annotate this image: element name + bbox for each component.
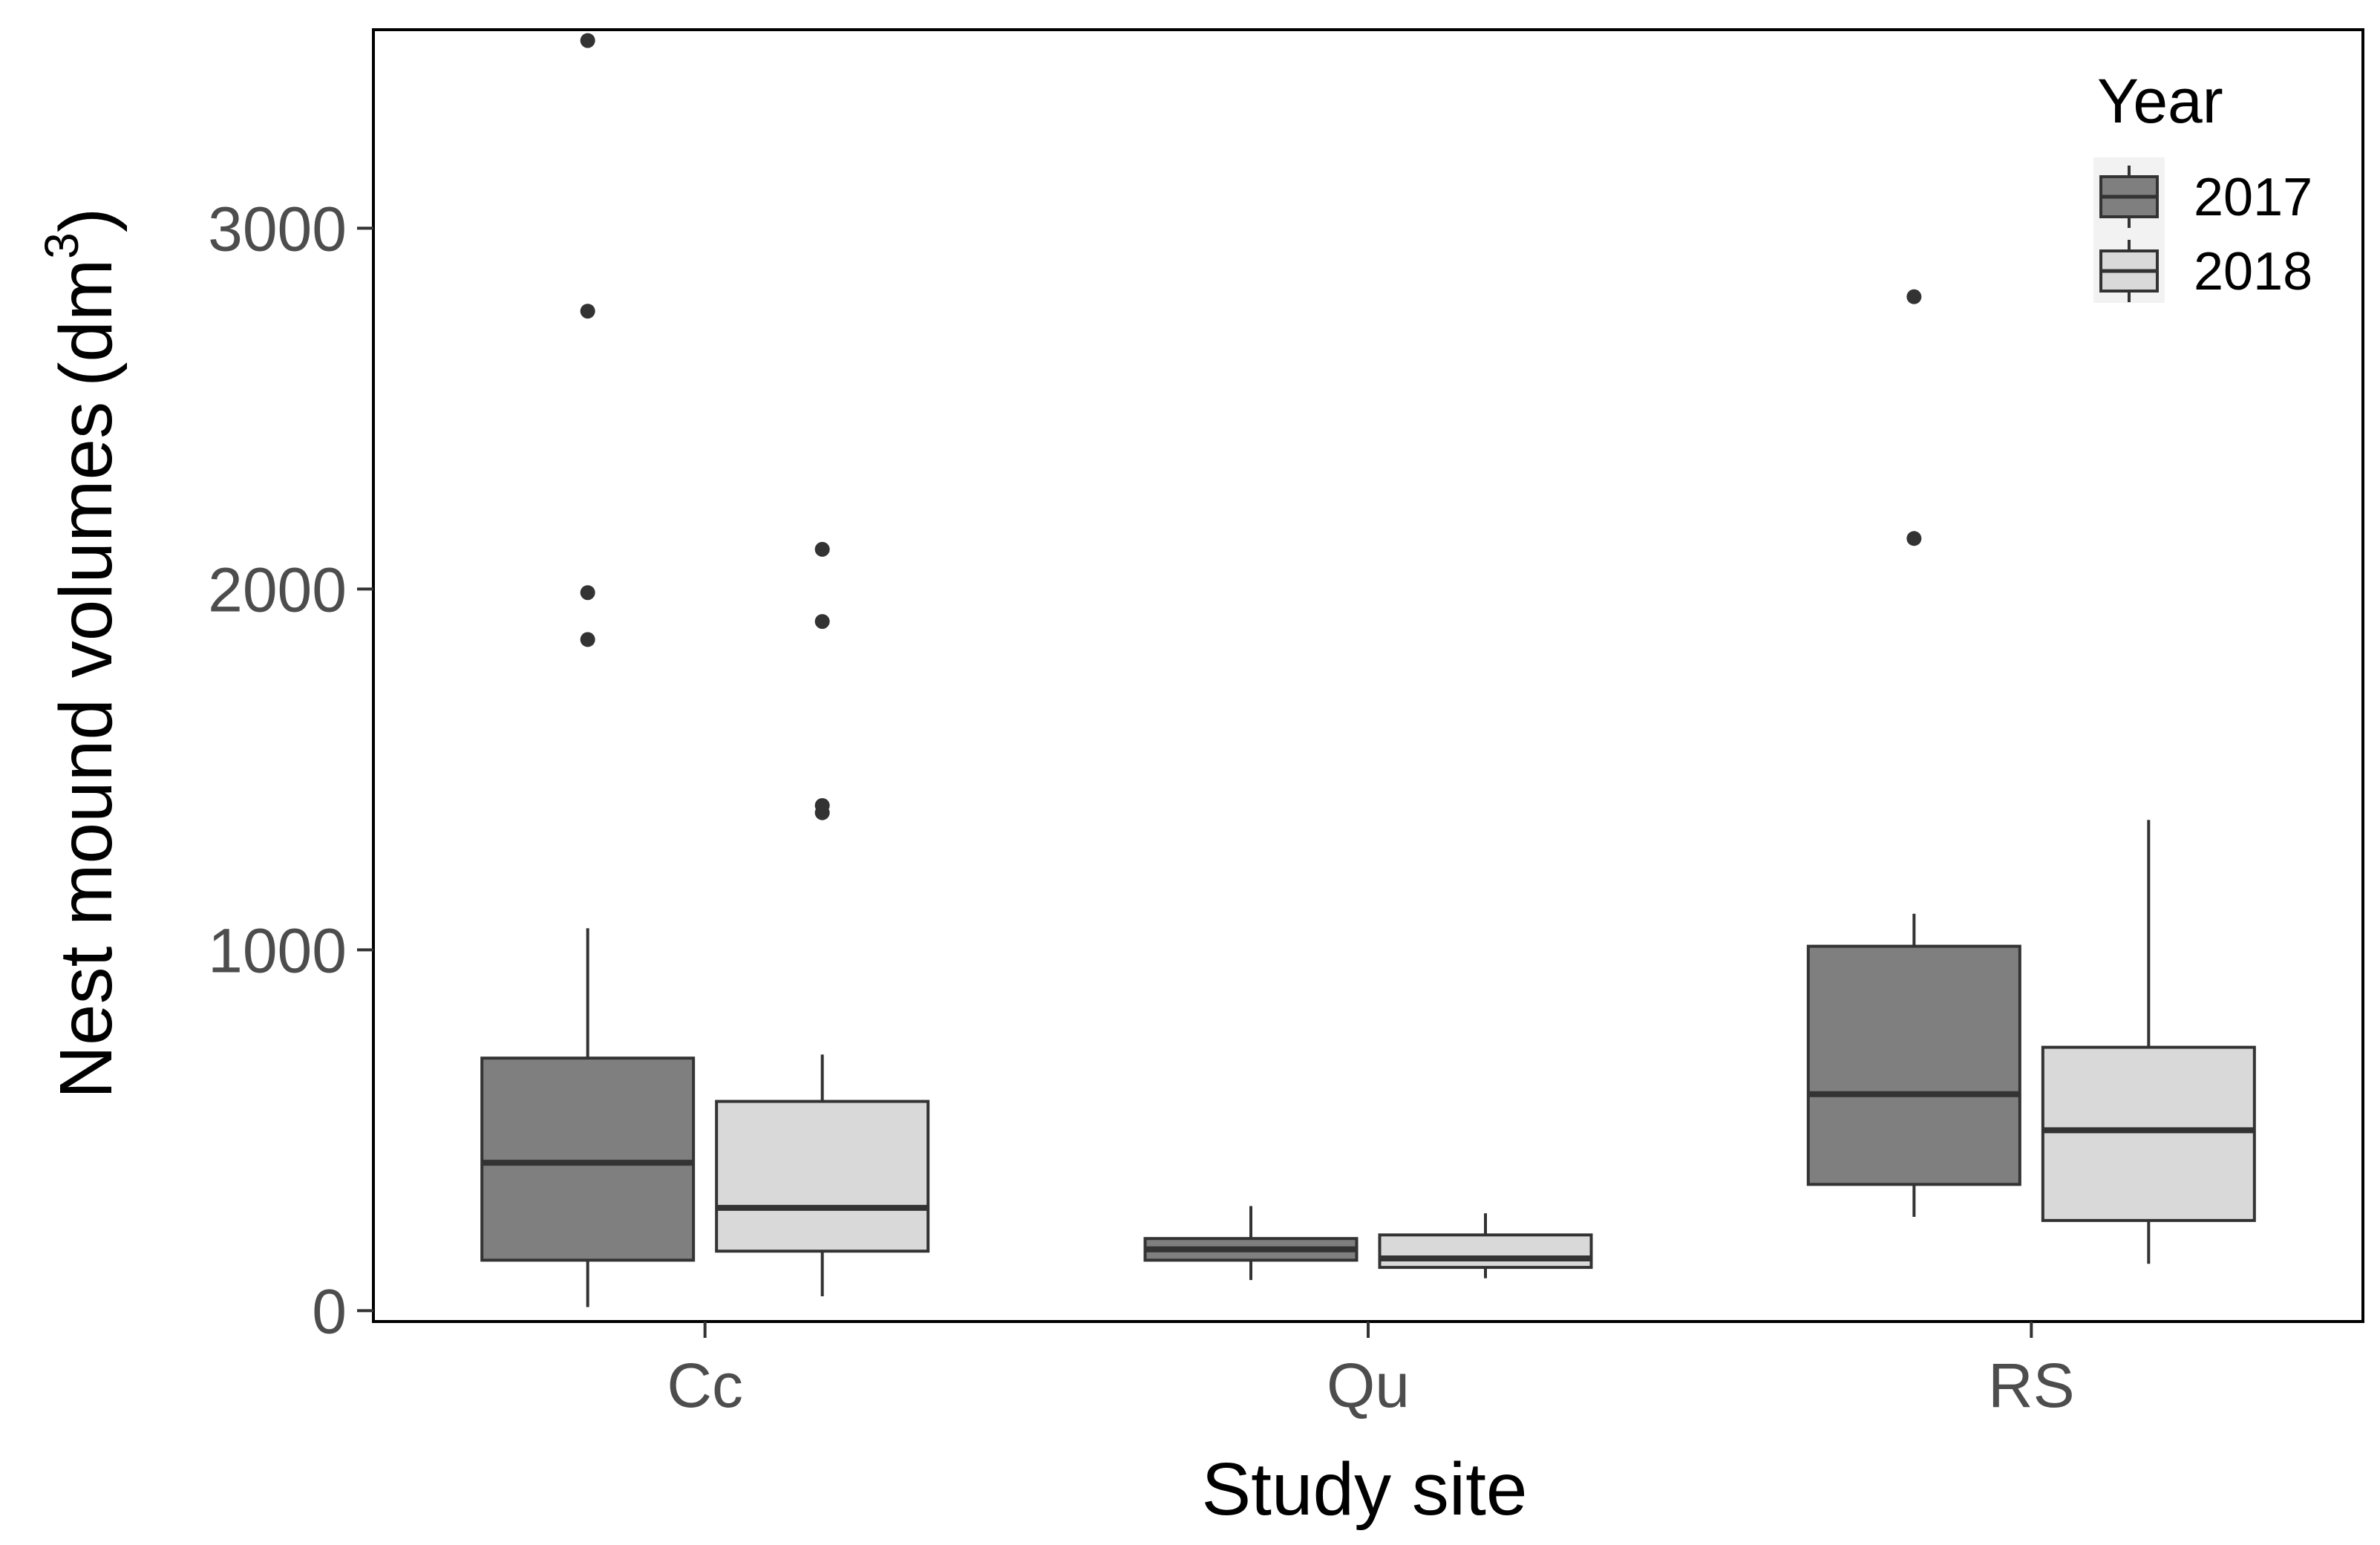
y-axis-title-close: ) (45, 208, 128, 232)
plot-panel (372, 28, 2364, 1323)
legend-label: 2017 (2194, 168, 2312, 227)
outlier-point (814, 614, 830, 630)
y-tick-label: 0 (312, 1276, 347, 1346)
x-tick-label: RS (1988, 1350, 2075, 1420)
box-series (480, 33, 2256, 1307)
outlier-point (580, 632, 595, 647)
box-Cc-2017 (480, 33, 696, 1307)
y-tick-label: 3000 (208, 194, 347, 264)
box-iqr (715, 1100, 930, 1253)
x-axis-title: Study site (1201, 1448, 1527, 1531)
box-iqr (1806, 944, 2021, 1186)
x-axis: Cc Qu RS (667, 1322, 2075, 1420)
box-Cc-2018 (715, 541, 930, 1296)
y-axis-title-text: Nest mound volumes (45, 402, 128, 1099)
outlier-point (1906, 531, 1922, 546)
y-axis: 0 1000 2000 3000 (208, 194, 373, 1346)
y-tick-label: 1000 (208, 915, 347, 985)
box-iqr (1378, 1233, 1593, 1270)
legend-label: 2018 (2194, 242, 2312, 301)
outlier-point (580, 304, 595, 319)
legend: Year 2017 2018 (2093, 66, 2312, 303)
y-axis-title-exponent: 3 (35, 232, 88, 259)
outlier-point (580, 33, 595, 48)
box-iqr (480, 1056, 696, 1262)
y-axis-title: Nest mound volumes (dm3) (35, 208, 128, 1099)
y-tick-label: 2000 (208, 555, 347, 624)
box-Qu-2017 (1143, 1206, 1359, 1281)
legend-title: Year (2097, 66, 2223, 136)
outlier-point (814, 797, 830, 813)
x-tick-label: Qu (1327, 1350, 1410, 1420)
box-RS-2018 (2041, 820, 2256, 1264)
outlier-point (814, 541, 830, 557)
outlier-point (1906, 289, 1922, 304)
box-Qu-2018 (1378, 1213, 1593, 1278)
y-axis-title-unit: (dm (45, 259, 128, 387)
x-tick-label: Cc (667, 1350, 743, 1420)
box-RS-2017 (1806, 289, 2021, 1218)
outlier-point (580, 585, 595, 601)
box-iqr (2041, 1045, 2256, 1222)
